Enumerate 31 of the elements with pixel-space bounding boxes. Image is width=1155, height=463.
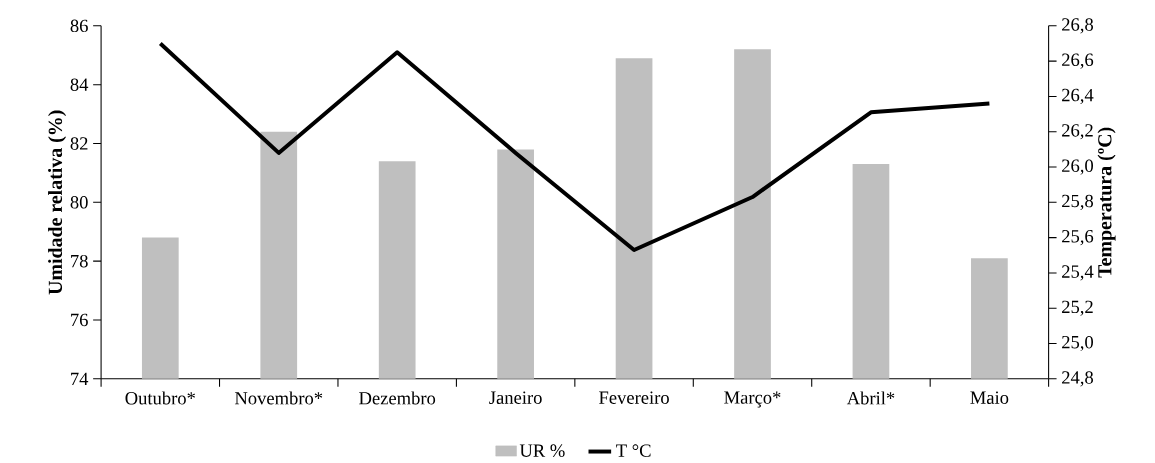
x-tick-label: Março*: [724, 391, 781, 408]
y2-tick-label: 25,8: [1062, 194, 1094, 210]
y2-tick-label: 26,2: [1062, 124, 1093, 140]
y-tick-label: 84: [70, 78, 89, 91]
y-axis-title: Umidade relativa (%): [48, 110, 67, 295]
y-tick-label: 86: [70, 19, 88, 32]
y2-tick-label: 25,4: [1062, 265, 1094, 281]
y-tick-label: 74: [71, 372, 89, 385]
x-tick-label: Outubro*: [125, 391, 195, 405]
y2-tick-label: 26,0: [1062, 159, 1094, 175]
x-tick-label: Maio: [970, 391, 1009, 404]
y2-tick-label: 26,8: [1062, 18, 1094, 34]
x-tick-label: Dezembro: [359, 391, 436, 405]
x-tick-label: Abril*: [846, 391, 895, 405]
y-tick-label: 82: [70, 137, 88, 150]
y-tick-label: 78: [71, 254, 88, 268]
y2-tick-label: 25,2: [1062, 300, 1093, 316]
x-tick-label: Novembro*: [234, 391, 323, 405]
y2-tick-label: 24,8: [1062, 371, 1094, 387]
y2-axis-title: Temperatura (ºC): [1097, 127, 1116, 278]
y-tick-label: 80: [70, 195, 88, 209]
y2-tick-label: 26,4: [1062, 88, 1094, 104]
y2-tick-label: 25,0: [1062, 335, 1094, 351]
y-tick-label: 76: [71, 313, 88, 327]
x-tick-label: Fevereiro: [599, 391, 669, 404]
line-series: [158, 41, 992, 252]
y2-tick-label: 25,6: [1062, 229, 1094, 246]
legend-label: T °C: [616, 444, 651, 457]
x-tick-label: Janeiro: [489, 391, 542, 404]
legend-label: UR %: [519, 444, 565, 457]
y2-tick-label: 26,6: [1062, 53, 1094, 69]
